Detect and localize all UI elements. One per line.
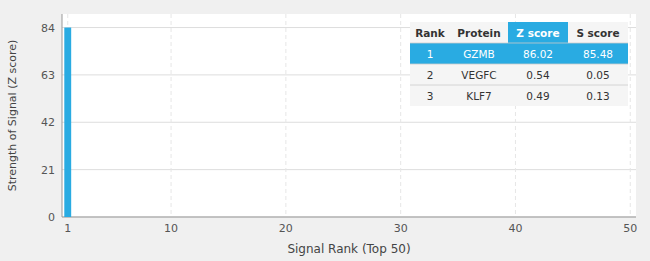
table-separator <box>410 43 628 44</box>
x-axis-label: Signal Rank (Top 50) <box>287 242 410 256</box>
table-cell <box>508 64 568 85</box>
table-cell <box>508 22 568 43</box>
plot-area <box>62 14 636 217</box>
x-grid-line <box>171 14 172 217</box>
table-cell <box>450 43 508 64</box>
table-text: KLF7 <box>466 90 491 102</box>
table-cell <box>508 85 568 106</box>
y-axis-label: Strength of Signal (Z score) <box>6 40 19 192</box>
x-tick-label: 50 <box>623 222 637 235</box>
table-text: 2 <box>427 69 434 81</box>
x-tick-label: 20 <box>279 222 293 235</box>
table-text: 0.13 <box>586 90 609 102</box>
chart: 02142638411020304050Signal Rank (Top 50)… <box>0 0 650 261</box>
y-tick-label: 84 <box>41 22 55 35</box>
x-grid-line <box>285 14 286 217</box>
table-cell <box>410 22 450 43</box>
y-grid-line <box>62 169 636 170</box>
grid <box>62 14 636 217</box>
y-tick-label: 0 <box>48 211 55 224</box>
table: Rank Protein Z score S score 1 GZMB 86.02 85.48… <box>410 22 628 106</box>
table-cell <box>410 85 450 106</box>
table-separator <box>410 85 628 86</box>
table-cell <box>568 43 628 64</box>
table-cell <box>450 22 508 43</box>
table-text: 3 <box>427 90 434 102</box>
bars <box>64 28 71 217</box>
table-header: Rank <box>415 27 446 39</box>
table-text: 85.48 <box>583 48 613 60</box>
y-grid-line <box>62 217 636 218</box>
table-text: 0.54 <box>526 69 550 81</box>
table-header: S score <box>576 27 619 39</box>
x-tick-label: 30 <box>394 222 408 235</box>
bar <box>64 28 71 217</box>
table-text: 0.49 <box>526 90 549 102</box>
background <box>0 0 650 261</box>
table-cell <box>508 43 568 64</box>
table-cell <box>450 85 508 106</box>
x-grid-line <box>630 14 631 217</box>
y-tick-label: 21 <box>41 164 55 177</box>
table-separator <box>410 64 628 65</box>
table-cell <box>568 22 628 43</box>
table-cell <box>450 64 508 85</box>
table-cell <box>568 85 628 106</box>
table-text: 0.05 <box>586 69 609 81</box>
y-tick-label: 42 <box>41 116 55 129</box>
table-cell <box>410 43 450 64</box>
x-grid-line <box>400 14 401 217</box>
x-tick-label: 40 <box>508 222 522 235</box>
table-text: VEGFC <box>461 69 496 81</box>
x-tick-label: 10 <box>164 222 178 235</box>
y-axis-line <box>62 14 63 217</box>
chart-container: 02142638411020304050Signal Rank (Top 50)… <box>0 0 650 261</box>
x-axis-line <box>62 217 636 218</box>
table-header: Protein <box>457 27 500 39</box>
table-cell <box>568 64 628 85</box>
table-text: GZMB <box>463 48 495 60</box>
table-text: 1 <box>427 48 434 60</box>
x-tick-label: 1 <box>64 222 71 235</box>
table-cell <box>410 64 450 85</box>
table-header: Z score <box>516 27 559 39</box>
y-grid-line <box>62 122 636 123</box>
y-tick-label: 63 <box>41 69 55 82</box>
table-text: 86.02 <box>523 48 553 60</box>
